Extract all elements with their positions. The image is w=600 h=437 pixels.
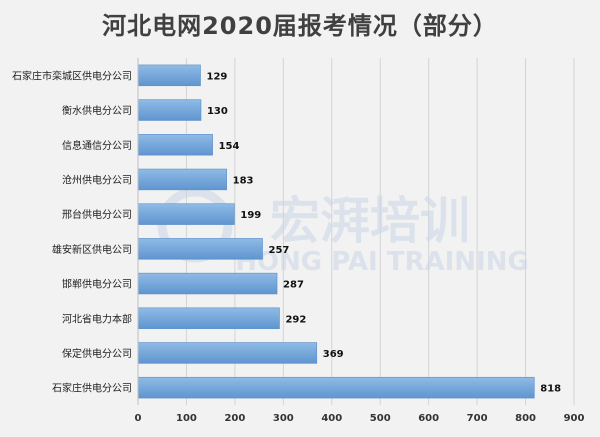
chart-title: 河北电网2020届报考情况（部分） [102,12,498,40]
data-label: 130 [207,106,228,117]
x-tick-label: 200 [224,413,245,424]
category-label: 信息通信分公司 [62,139,132,152]
watermark-main-text: 宏湃培训 [270,192,470,250]
category-label: 雄安新区供电公司 [52,243,132,256]
bar [137,64,201,87]
bar [137,203,235,225]
x-tick-label: 500 [370,413,391,424]
bar [137,272,278,295]
bar [137,342,318,364]
data-label: 183 [233,175,254,186]
category-label: 邢台供电分公司 [62,208,132,221]
x-tick-label: 700 [467,413,488,424]
category-label: 保定供电分公司 [62,347,132,360]
category-label: 石家庄市栾城区供电分公司 [12,69,132,82]
data-label: 154 [219,141,240,152]
category-label: 河北省电力本部 [62,312,132,325]
x-tick-label: 400 [321,413,342,424]
watermark: 宏湃培训 HONG PAI TRAINING [157,187,529,277]
watermark-sub-text: HONG PAI TRAINING [235,247,529,277]
data-label: 287 [283,280,304,291]
axes: 0 100 200 300 400 500 600 700 800 900 石家庄市栾城区供电分公司… [12,58,584,424]
data-label: 369 [323,349,344,360]
bar [137,238,263,260]
data-label: 818 [540,384,561,395]
x-tick-label: 0 [135,413,142,424]
data-label: 129 [206,71,227,82]
category-label: 沧州供电分公司 [62,173,132,186]
bar [137,99,202,121]
bar [137,168,227,191]
x-tick-label: 900 [564,413,585,424]
bar [137,307,280,329]
x-tick-label: 300 [273,413,294,424]
data-label: 199 [240,210,261,221]
category-label: 衡水供电分公司 [62,104,132,117]
x-tick-label: 800 [515,413,536,424]
x-tick-label: 600 [418,413,439,424]
category-label: 邯郸供电分公司 [62,278,132,291]
bar [137,376,535,399]
grid-lines [137,58,575,405]
category-label: 石家庄供电分公司 [52,382,132,395]
bars: 129 130 154 183 199 257 287 292 369 818 [137,64,561,399]
data-label: 257 [269,245,290,256]
x-tick-label: 100 [176,413,197,424]
data-label: 292 [285,314,306,325]
bar [137,134,213,156]
